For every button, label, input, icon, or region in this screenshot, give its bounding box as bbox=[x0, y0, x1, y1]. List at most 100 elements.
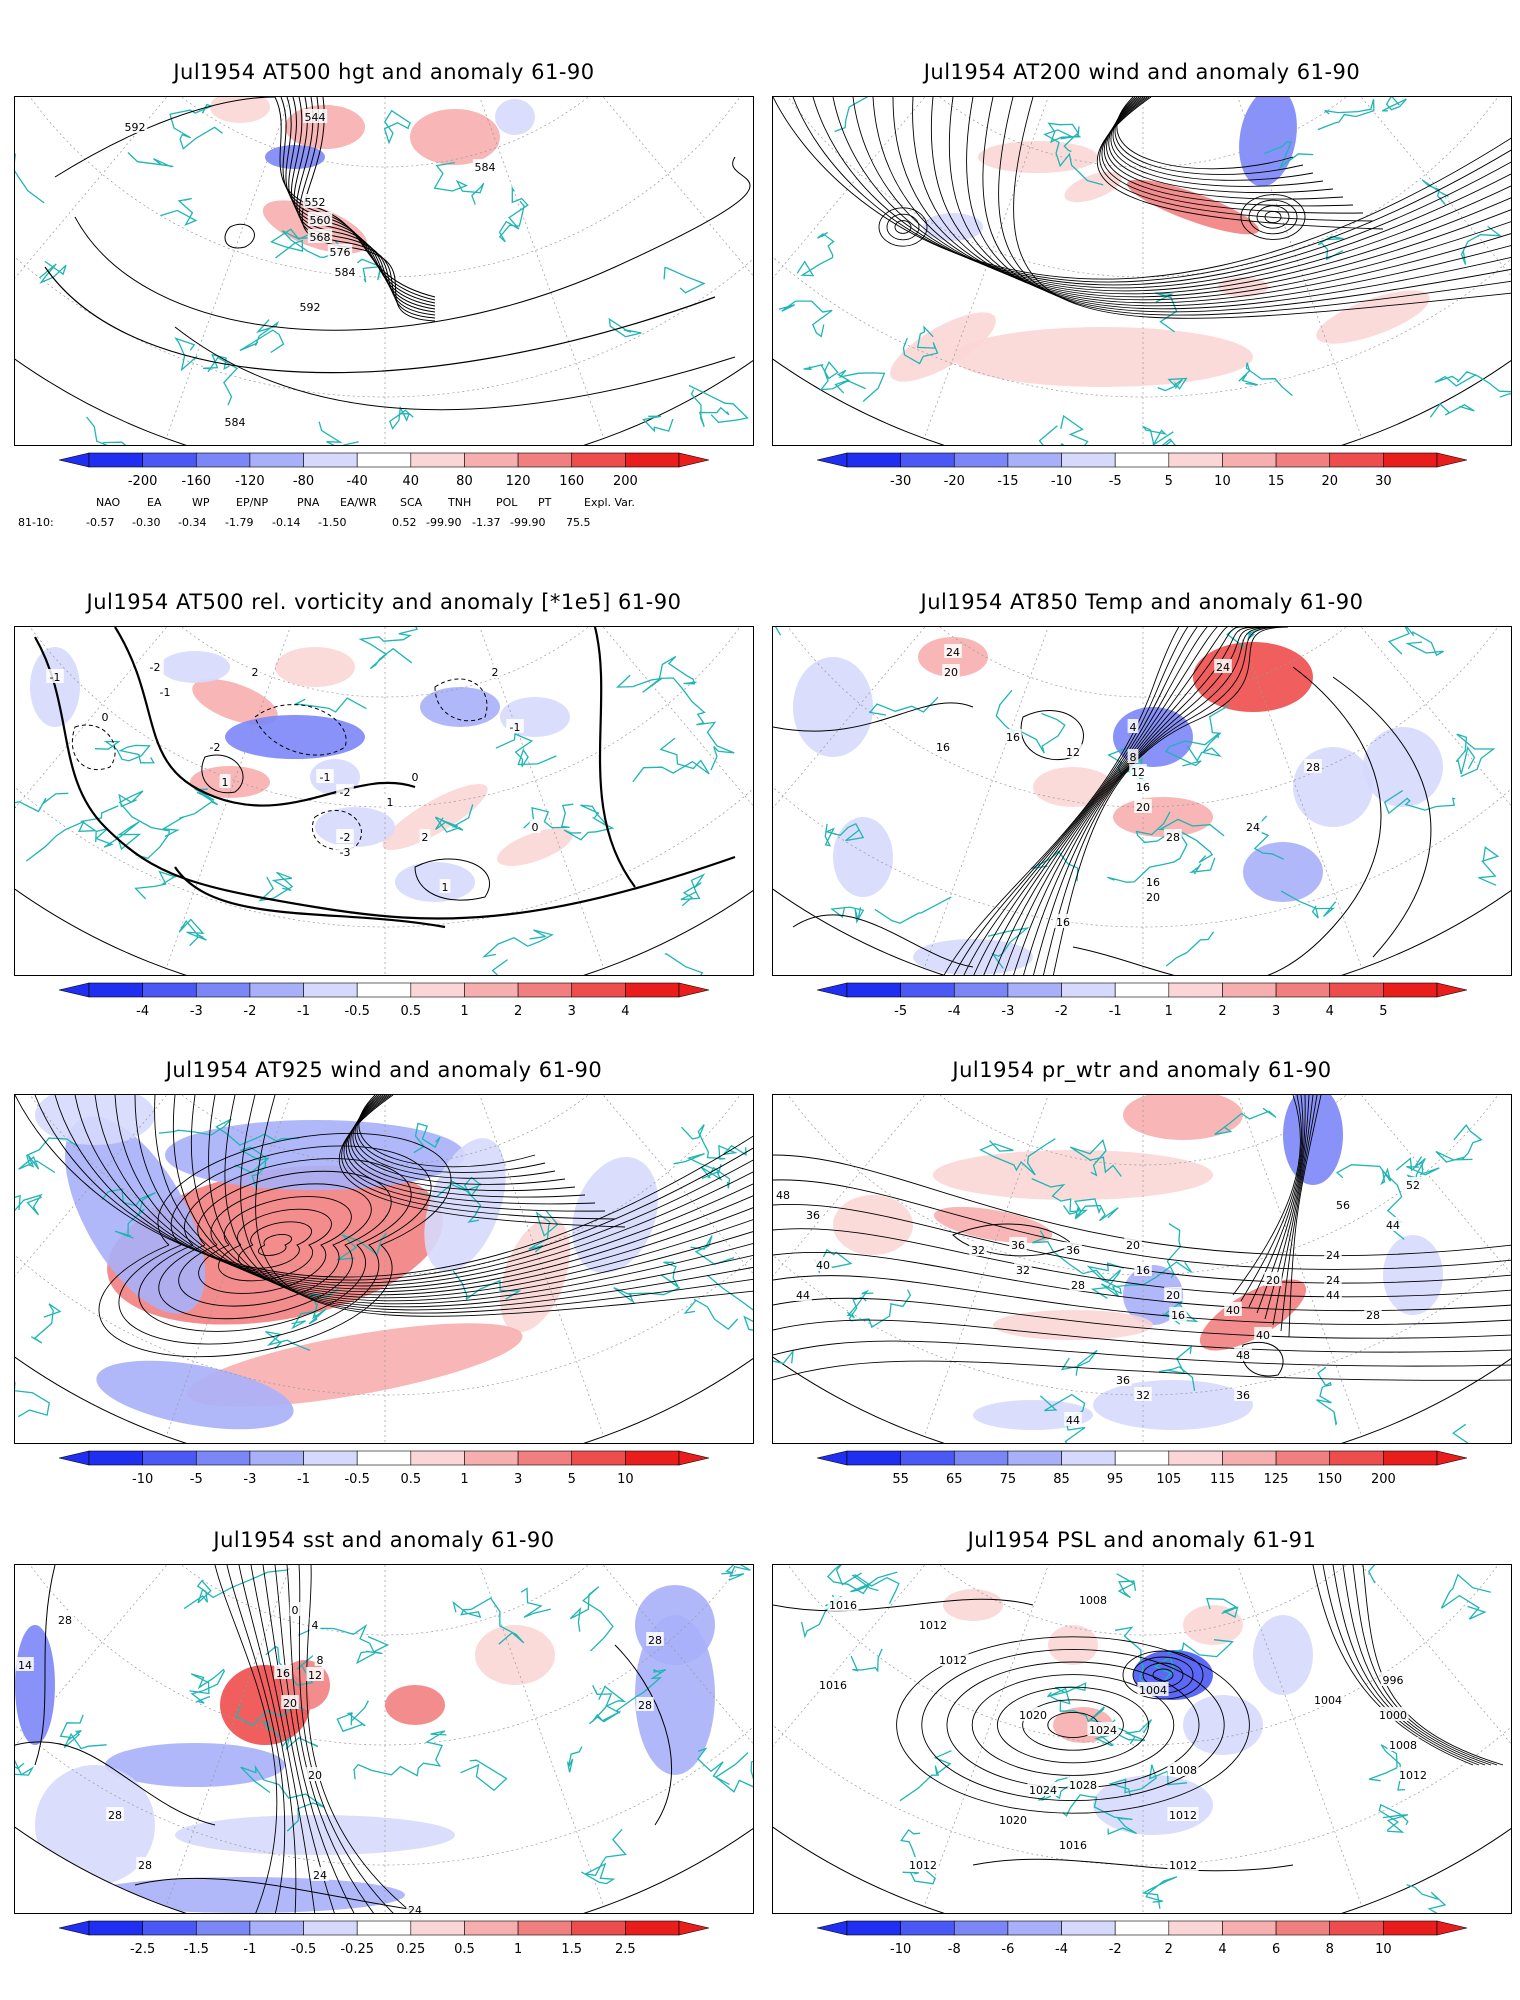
anomaly-region bbox=[500, 1217, 570, 1333]
contour-label: 28 bbox=[1366, 1309, 1380, 1322]
colorbar-bin bbox=[249, 1920, 304, 1936]
colorbar-bin bbox=[517, 1920, 573, 1936]
tele-value-nao: -0.57 bbox=[86, 516, 115, 529]
colorbar-bin bbox=[1168, 1920, 1223, 1936]
colorbar: -5 -4 -3 -2 -1 1 2 3 4 5 bbox=[772, 980, 1512, 1032]
colorbar-tick: -1 bbox=[243, 1942, 257, 1957]
colorbar-bin bbox=[846, 452, 901, 468]
contour-label: 16 bbox=[1171, 1309, 1185, 1322]
tele-value-eawr: -1.50 bbox=[318, 516, 347, 529]
colorbar-bin bbox=[1222, 1920, 1277, 1936]
colorbar-bin bbox=[1168, 1450, 1223, 1466]
colorbar-min-arrow bbox=[58, 982, 90, 998]
hemisphere-mask bbox=[15, 1565, 753, 1913]
anomaly-region bbox=[1093, 1380, 1253, 1430]
colorbar-tick: 125 bbox=[1263, 1472, 1289, 1487]
colorbar-bin bbox=[571, 452, 626, 468]
anomaly-region bbox=[410, 109, 500, 165]
colorbar-tick: 105 bbox=[1156, 1472, 1182, 1487]
colorbar-tick: 8 bbox=[1325, 1942, 1334, 1957]
contour-label: 1008 bbox=[1389, 1739, 1417, 1752]
hemisphere-mask bbox=[773, 1565, 1511, 1913]
contour-label: 20 bbox=[1126, 1239, 1140, 1252]
colorbar-max-arrow bbox=[1436, 452, 1468, 468]
anomaly-region bbox=[943, 1589, 1003, 1621]
contour-label: -2 bbox=[340, 831, 351, 844]
coastlines bbox=[15, 1118, 753, 1418]
panel-500hgt: Jul1954 AT500 hgt and anomaly 61-90 592 54… bbox=[14, 60, 754, 510]
colorbar-bin bbox=[953, 1450, 1009, 1466]
colorbar-tick: -4 bbox=[136, 1004, 150, 1019]
colorbar-tick: -40 bbox=[346, 474, 368, 489]
colorbar-bin bbox=[953, 982, 1009, 998]
contour-label: 32 bbox=[1016, 1264, 1030, 1277]
anomaly-region bbox=[1123, 1095, 1243, 1140]
anomaly-region bbox=[1183, 1605, 1243, 1645]
contour-label: 48 bbox=[1236, 1349, 1250, 1362]
colorbar-tick: 10 bbox=[1375, 1942, 1392, 1957]
colorbar-bin bbox=[1383, 1450, 1438, 1466]
colorbar-tick: -2.5 bbox=[129, 1942, 156, 1957]
colorbar-tick: -10 bbox=[1050, 474, 1073, 489]
contour-label: 28 bbox=[108, 1809, 122, 1822]
contour-label: 40 bbox=[1226, 1304, 1240, 1317]
colorbar-tick: -160 bbox=[181, 474, 212, 489]
colorbar-tick: 6 bbox=[1271, 1942, 1281, 1957]
colorbar-tick: 10 bbox=[617, 1472, 634, 1487]
colorbar-tick: -4 bbox=[947, 1004, 961, 1019]
contour-label: 0 bbox=[412, 771, 419, 784]
contour-label: 16 bbox=[936, 741, 950, 754]
colorbar-min-arrow bbox=[816, 452, 848, 468]
hemisphere-mask bbox=[15, 627, 753, 975]
colorbar-bin bbox=[953, 1920, 1009, 1936]
colorbar-tick: 1 bbox=[460, 1004, 469, 1019]
colorbar-tick: -1 bbox=[297, 1004, 311, 1019]
contour-labels: 1016 1012 1008 1012 1016 1020 1024 1028 1024 1020… bbox=[817, 1592, 1429, 1872]
anomaly-region bbox=[890, 312, 996, 382]
contour-label: 2 bbox=[492, 666, 499, 679]
hemisphere-mask bbox=[773, 627, 1511, 975]
colorbar-tick: -1 bbox=[1108, 1004, 1122, 1019]
contour-label: -1 bbox=[320, 771, 331, 784]
map-frame bbox=[14, 1094, 754, 1444]
tele-value-tnh: -99.90 bbox=[426, 516, 462, 529]
colorbar-bin bbox=[1168, 452, 1223, 468]
colorbar-bin bbox=[953, 452, 1009, 468]
anomaly-region bbox=[793, 657, 873, 757]
contour-label: 1 bbox=[387, 796, 394, 809]
colorbar-bin bbox=[249, 452, 304, 468]
colorbar-tick: 1 bbox=[1164, 1004, 1173, 1019]
map-frame: 48 36 40 44 32 36 36 28 32 20 16 20 16 24 44 56 52 44 20 24… bbox=[772, 1094, 1512, 1444]
colorbar-tick: -6 bbox=[1001, 1942, 1015, 1957]
colorbar-bin bbox=[142, 982, 197, 998]
colorbar-tick: -2 bbox=[1108, 1942, 1122, 1957]
colorbar-bin bbox=[625, 1450, 680, 1466]
colorbar-bin bbox=[356, 452, 412, 468]
contour-label: 996 bbox=[1383, 1674, 1404, 1687]
colorbar-bin bbox=[1061, 1920, 1116, 1936]
contour-label: 20 bbox=[1266, 1274, 1280, 1287]
contour-label: 1012 bbox=[909, 1859, 937, 1872]
colorbar-bin bbox=[1114, 452, 1170, 468]
anomaly-shading bbox=[30, 647, 573, 902]
contour-label: 552 bbox=[305, 196, 326, 209]
contour-label: 560 bbox=[310, 214, 331, 227]
anomaly-region bbox=[65, 1116, 205, 1314]
anomaly-region bbox=[978, 141, 1098, 173]
colorbar-tick: -0.5 bbox=[290, 1942, 317, 1957]
anomaly-region bbox=[165, 1120, 465, 1190]
colorbar-bin bbox=[356, 982, 412, 998]
contour-label: 592 bbox=[300, 301, 321, 314]
anomaly-region bbox=[96, 1360, 294, 1430]
anomaly-region bbox=[275, 647, 355, 687]
colorbar-tick: 4 bbox=[1218, 1942, 1227, 1957]
colorbar-bin bbox=[1383, 1920, 1438, 1936]
colorbar-max-arrow bbox=[1436, 1450, 1468, 1466]
colorbar-bin bbox=[195, 452, 251, 468]
colorbar-tick: 65 bbox=[945, 1472, 963, 1487]
anomaly-region bbox=[1199, 1279, 1307, 1351]
colorbar-bin bbox=[1114, 1450, 1170, 1466]
colorbar-bin bbox=[846, 982, 901, 998]
colorbar-bin bbox=[1222, 452, 1277, 468]
contour-label: 1024 bbox=[1089, 1724, 1117, 1737]
